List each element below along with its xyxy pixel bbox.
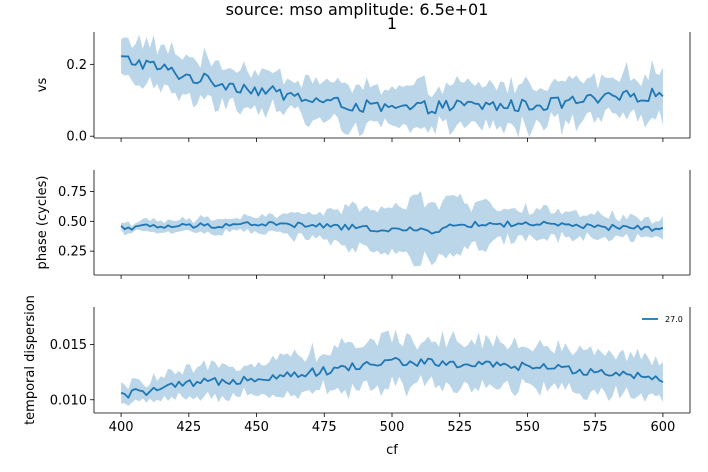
x-tick-label: 575 [583,420,608,435]
x-tick-label: 450 [244,420,269,435]
y-tick-label: 0.010 [50,393,87,408]
subplot-1: 0.0 0.2 vs [35,32,691,145]
confidence-band [121,329,663,407]
y-tick-label: 0.25 [58,245,87,260]
x-tick-label: 525 [447,420,472,435]
panel-title: 1 [387,14,397,33]
y-axis-label: phase (cycles) [35,176,50,270]
y-tick-label: 0.75 [58,185,87,200]
y-tick-label: 0.2 [66,58,87,73]
series-line [120,220,664,235]
confidence-band [121,34,663,138]
legend-label: 27.0 [665,315,683,324]
series-line [120,356,664,399]
y-tick-label: 0.50 [58,215,87,230]
x-tick-label: 425 [176,420,201,435]
x-axis-label: cf [386,443,398,458]
x-tick-label: 475 [312,420,337,435]
subplot-3: 400 425 450 475 500 525 550 575 600 0.010 0.015 tem… [23,295,691,435]
x-tick-label: 550 [515,420,540,435]
y-axis-label: temporal dispersion [23,295,38,425]
series-line [121,55,664,115]
x-tick-label: 400 [109,420,134,435]
subplot-panels: 0.0 0.2 vs 0.25 0.50 0.75 phase (cycles) 400 425… [23,32,691,435]
y-axis-label: vs [35,78,50,93]
x-tick-label: 500 [380,420,405,435]
subplot-2: 0.25 0.50 0.75 phase (cycles) [35,170,691,279]
figure-suptitle: source: mso amplitude: 6.5e+01 [226,0,489,19]
y-tick-label: 0.015 [50,338,87,353]
x-tick-label: 600 [650,420,675,435]
y-tick-label: 0.0 [66,130,87,145]
